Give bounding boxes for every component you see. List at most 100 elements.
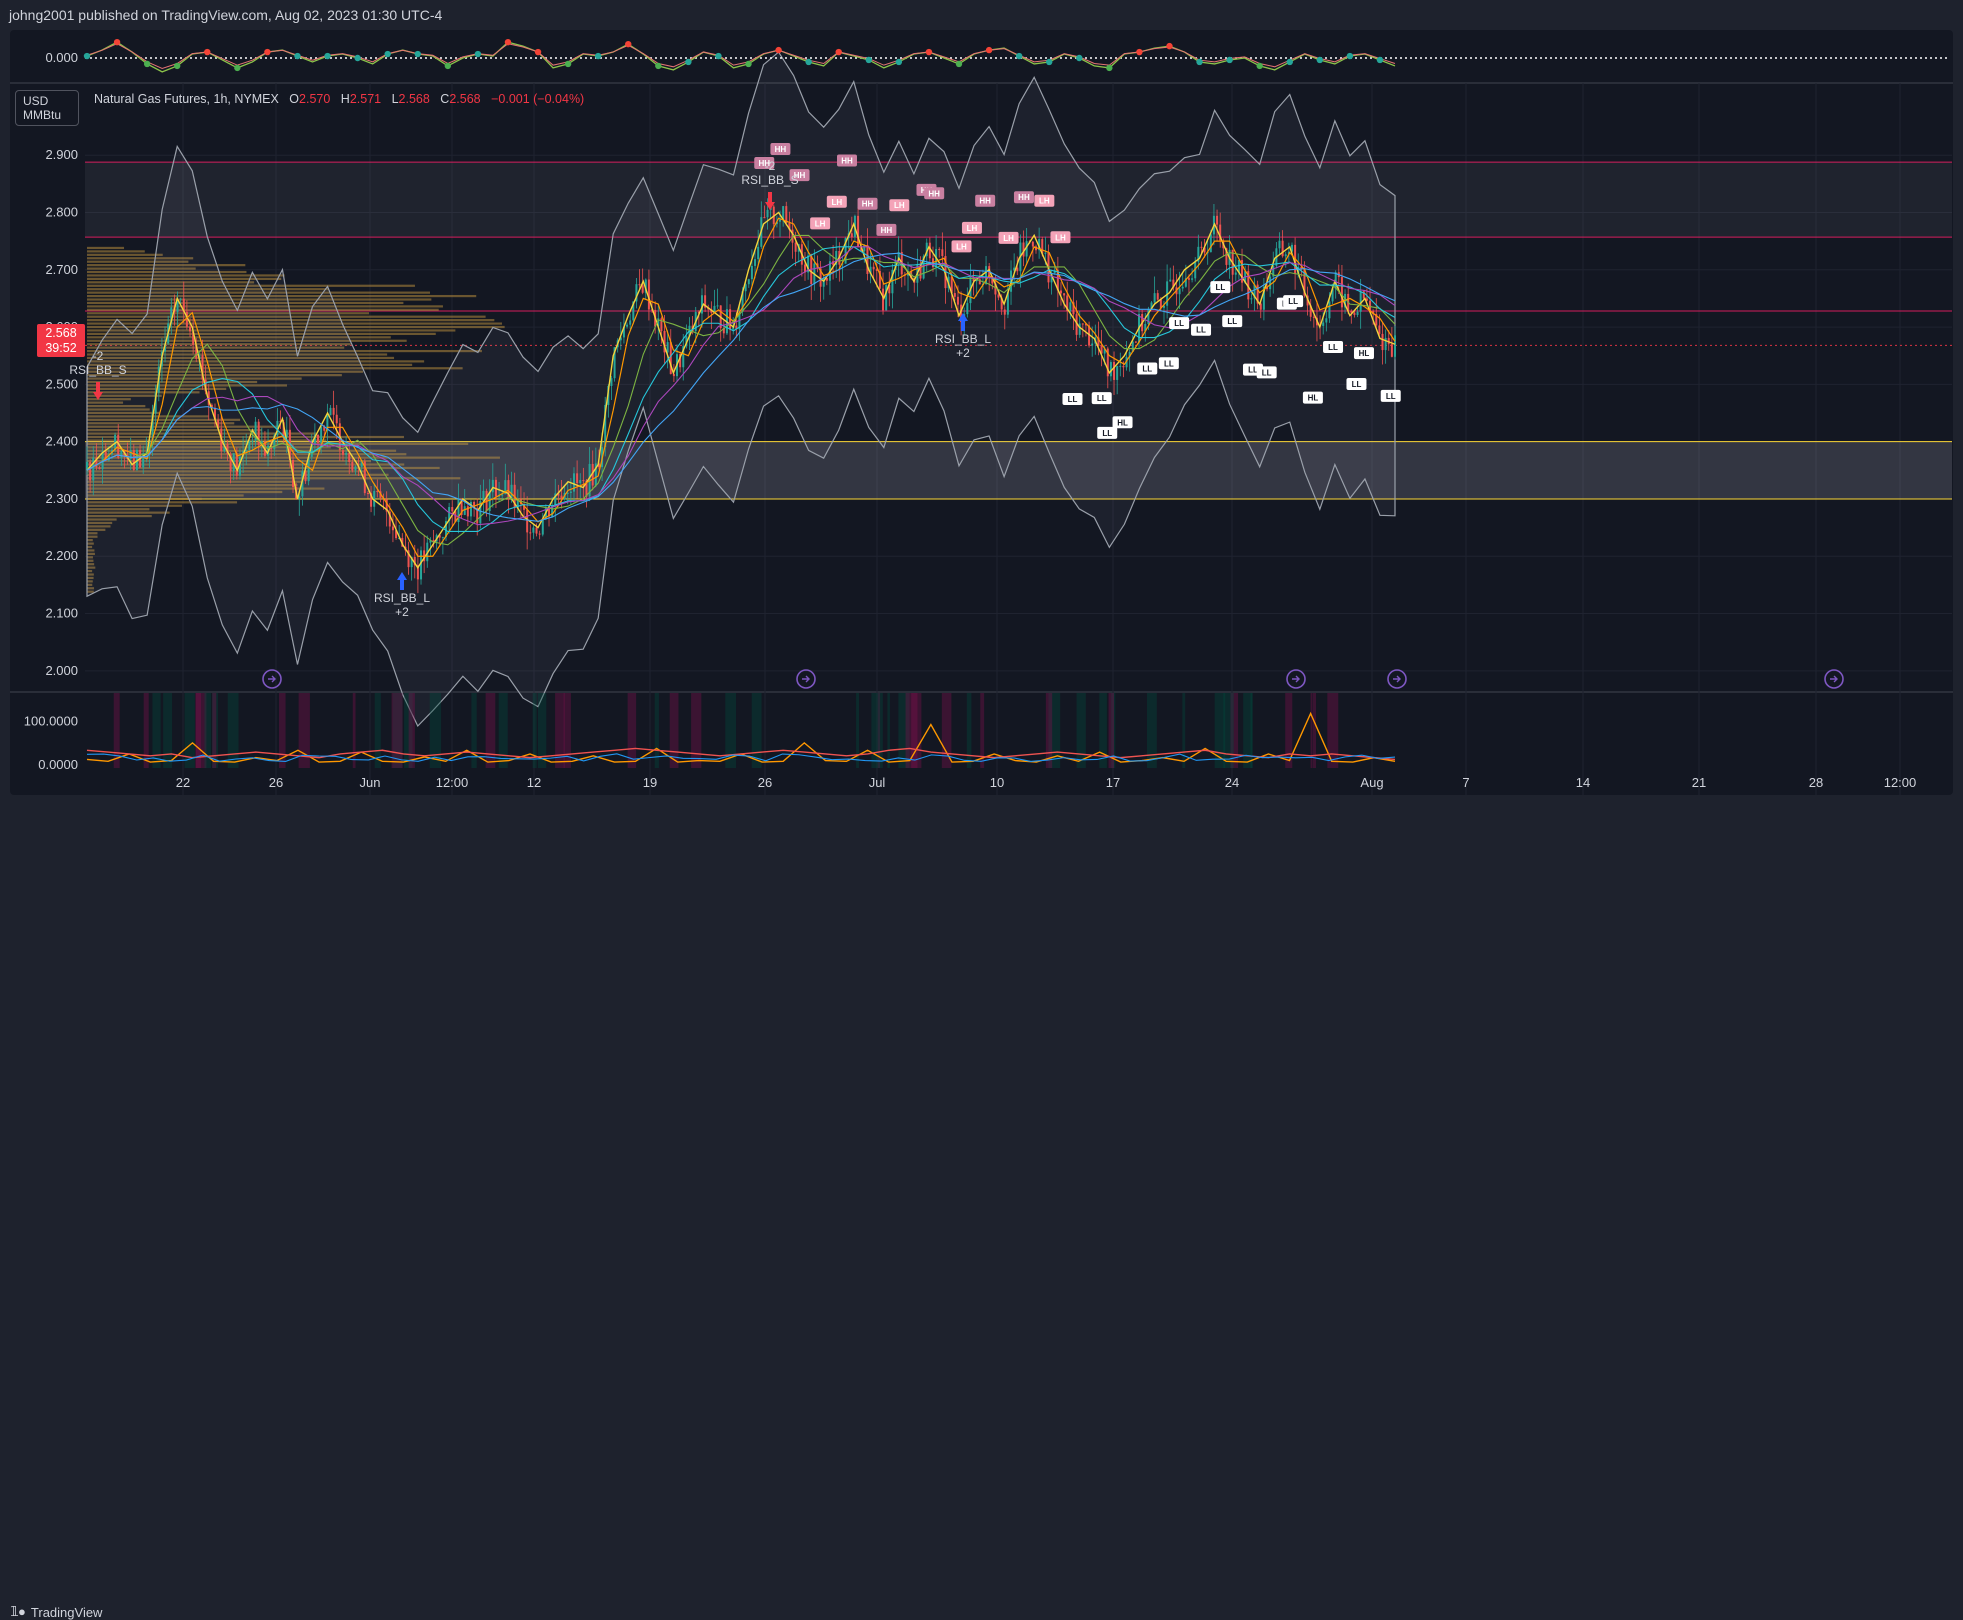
candle-body <box>1197 246 1200 262</box>
candle-body <box>1084 323 1087 326</box>
candle-body <box>891 269 894 294</box>
candle-body <box>541 518 544 535</box>
candle-body <box>132 450 135 470</box>
signal-band <box>392 693 403 768</box>
candle-body <box>1200 246 1203 248</box>
oscillator-dot <box>1256 62 1263 70</box>
structure-label: LL <box>1262 368 1272 377</box>
candle-body <box>238 456 241 476</box>
structure-label: LL <box>1174 319 1184 328</box>
structure-label: LL <box>1097 394 1107 403</box>
candle-body <box>1059 290 1062 294</box>
tradingview-logo[interactable]: 𝟙● TradingView <box>10 1604 102 1620</box>
volume-profile-bar <box>87 459 372 463</box>
structure-label-box <box>924 187 945 200</box>
volume-profile-bar <box>87 391 200 394</box>
candle-body <box>928 242 931 259</box>
candle-body <box>1247 271 1250 300</box>
y-tick-label: 2.900 <box>45 147 78 162</box>
signal-band <box>1223 693 1234 768</box>
signal-band <box>532 693 537 768</box>
signal-arrow-up <box>958 313 968 331</box>
signal-band <box>1243 693 1253 768</box>
x-tick-label: 28 <box>1809 775 1823 790</box>
signal-band <box>352 693 356 768</box>
candle-body <box>1066 295 1069 312</box>
unit-selector[interactable]: USD MMBtu <box>15 90 79 126</box>
candle-body <box>120 450 123 458</box>
candle-body <box>1303 268 1306 296</box>
chart-canvas[interactable]: 2.9002.8002.7002.6002.5002.4002.3002.200… <box>0 0 1963 830</box>
candle-body <box>185 311 188 327</box>
candle-body <box>1013 267 1016 271</box>
candle-body <box>956 296 959 305</box>
volume-profile-bar <box>87 408 150 411</box>
signal-band <box>1327 693 1339 768</box>
candle-body <box>363 461 366 494</box>
candle-body <box>89 461 92 481</box>
x-tick-label: 12:00 <box>1884 775 1917 790</box>
volume-profile-bar <box>87 322 502 325</box>
candle-body <box>775 221 778 225</box>
volume-profile-bar <box>87 559 94 562</box>
candle-body <box>1340 277 1343 308</box>
volume-profile-bar <box>87 429 262 432</box>
oscillator-dot <box>895 58 903 66</box>
volume-profile-bar <box>87 422 235 425</box>
unit-measure: MMBtu <box>23 108 62 122</box>
candle-body <box>376 491 379 493</box>
candle-body <box>245 450 248 452</box>
candle-body <box>416 565 419 580</box>
candle-body <box>1150 302 1153 309</box>
oscillator-dot <box>83 52 91 60</box>
signal-band <box>498 693 508 768</box>
candle-body <box>1097 337 1100 346</box>
x-tick-label: 7 <box>1462 775 1469 790</box>
volume-profile-bar <box>87 264 246 267</box>
high-value: 2.571 <box>349 92 382 106</box>
structure-label: LL <box>1164 359 1174 368</box>
candle-body <box>1278 240 1281 249</box>
candle-body <box>1334 272 1337 289</box>
candle-body <box>779 219 782 222</box>
candle-body <box>1241 260 1244 283</box>
oscillator-dot <box>1316 56 1324 64</box>
candle-body <box>704 295 707 308</box>
structure-label: LH <box>1039 197 1050 206</box>
volume-profile-bar <box>87 528 106 531</box>
candle-body <box>757 246 760 260</box>
candle-body <box>213 407 216 420</box>
volume-profile-bar <box>87 250 145 253</box>
candle-body <box>135 449 138 470</box>
structure-label-box <box>1222 315 1243 328</box>
structure-label: LL <box>1352 380 1362 389</box>
volume-profile-bar <box>87 336 391 339</box>
symbol-legend[interactable]: Natural Gas Futures, 1h, NYMEX O2.570 H2… <box>94 92 584 106</box>
volume-profile-bar <box>87 514 152 518</box>
candle-body <box>273 435 276 450</box>
volume-profile-bar <box>87 267 196 270</box>
candle-body <box>1387 337 1390 345</box>
volume-profile-bar <box>87 456 500 459</box>
oscillator-dot <box>264 48 271 56</box>
volume-profile-bar <box>87 549 95 552</box>
candle-body <box>591 463 594 486</box>
low-value: 2.568 <box>398 92 430 106</box>
candle-body <box>972 276 975 282</box>
signal-band <box>751 693 762 768</box>
candle-body <box>1091 343 1094 346</box>
structure-label-box <box>1091 392 1112 405</box>
volume-profile-bar <box>87 463 405 466</box>
structure-label: LL <box>1288 297 1298 306</box>
volume-profile-bar <box>87 367 463 370</box>
candle-body <box>1225 248 1228 265</box>
structure-label: LL <box>1248 366 1258 375</box>
oscillator-signal <box>86 43 1396 69</box>
candle-body <box>966 303 969 315</box>
signal-band <box>408 693 415 768</box>
candle-body <box>476 508 479 524</box>
candle-body <box>819 268 822 287</box>
candle-body <box>189 326 192 332</box>
candle-body <box>95 457 98 468</box>
candle-body <box>526 509 529 533</box>
